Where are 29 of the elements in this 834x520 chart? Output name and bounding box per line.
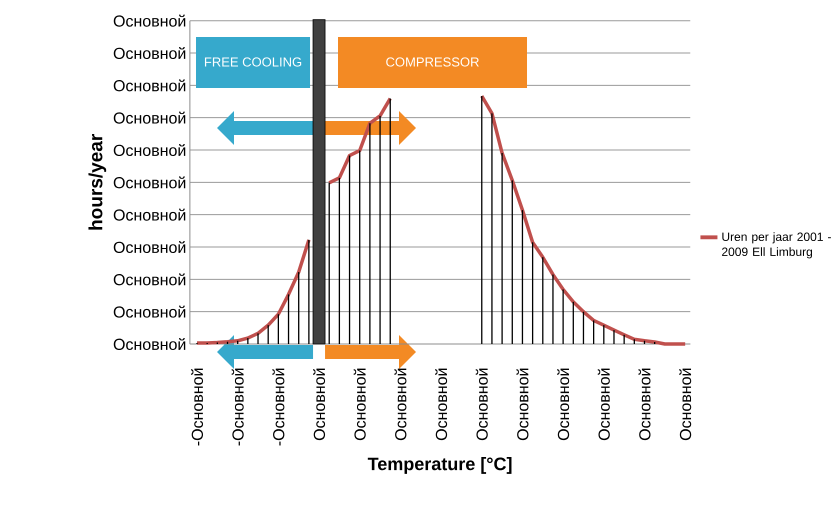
y-axis-title: hours/year xyxy=(88,134,106,230)
text: Основной xyxy=(114,47,186,60)
x-tick-label: Основной xyxy=(313,368,326,440)
x-tick-label: Основной xyxy=(435,368,448,440)
text: Основной xyxy=(114,273,186,286)
legend-label: Uren per jaar 2001 - 2009 Ell Limburg xyxy=(722,232,831,258)
x-tick-label: Основной xyxy=(557,368,570,440)
x-tick-label: -Основной xyxy=(232,368,244,446)
x-tick-label: Основной xyxy=(354,368,366,440)
x-axis-title: Temperature [°C] xyxy=(368,457,512,474)
text: COMPRESSOR xyxy=(386,57,479,67)
x-tick-label: Основной xyxy=(638,368,650,440)
x-tick-label: Основной xyxy=(516,368,528,440)
text: Основной xyxy=(114,112,186,124)
text: Основной xyxy=(114,240,186,254)
x-tick-label: -Основной xyxy=(190,368,204,446)
x-tick-label: Основной xyxy=(476,368,488,440)
text: Основной xyxy=(114,338,186,350)
x-tick-label: -Основной xyxy=(272,368,284,446)
text: Основной xyxy=(114,306,186,318)
text: Основной xyxy=(114,79,186,92)
text: FREE COOLING xyxy=(204,57,302,67)
text: Основной xyxy=(114,14,186,27)
x-tick-label: Основной xyxy=(394,368,406,440)
text: Основной xyxy=(114,176,186,188)
text: Основной xyxy=(114,208,186,221)
x-tick-label: Основной xyxy=(679,368,692,440)
text: Основной xyxy=(114,144,186,156)
x-tick-label: Основной xyxy=(598,368,610,440)
